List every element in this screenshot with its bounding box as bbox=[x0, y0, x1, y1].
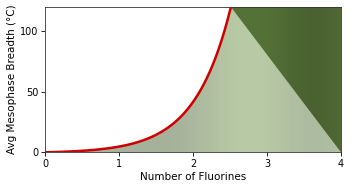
Polygon shape bbox=[108, 7, 112, 152]
Polygon shape bbox=[204, 7, 208, 152]
Polygon shape bbox=[319, 7, 323, 152]
Polygon shape bbox=[267, 7, 271, 152]
Polygon shape bbox=[130, 7, 134, 152]
Polygon shape bbox=[300, 7, 304, 152]
Polygon shape bbox=[171, 7, 174, 152]
Polygon shape bbox=[141, 7, 145, 152]
Polygon shape bbox=[285, 7, 289, 152]
Polygon shape bbox=[164, 7, 167, 152]
Polygon shape bbox=[234, 7, 237, 152]
Polygon shape bbox=[308, 7, 311, 152]
Polygon shape bbox=[260, 7, 263, 152]
Polygon shape bbox=[134, 7, 138, 152]
Polygon shape bbox=[93, 7, 97, 152]
Polygon shape bbox=[197, 7, 200, 152]
Polygon shape bbox=[156, 7, 160, 152]
Polygon shape bbox=[237, 7, 241, 152]
Polygon shape bbox=[186, 7, 189, 152]
Polygon shape bbox=[249, 7, 252, 152]
Polygon shape bbox=[86, 7, 90, 152]
Polygon shape bbox=[215, 7, 219, 152]
Polygon shape bbox=[167, 7, 171, 152]
Polygon shape bbox=[78, 7, 82, 152]
Polygon shape bbox=[115, 7, 119, 152]
Polygon shape bbox=[126, 7, 130, 152]
Polygon shape bbox=[271, 7, 274, 152]
Polygon shape bbox=[71, 7, 75, 152]
Polygon shape bbox=[223, 7, 226, 152]
Polygon shape bbox=[152, 7, 156, 152]
Polygon shape bbox=[263, 7, 267, 152]
Polygon shape bbox=[100, 7, 104, 152]
Polygon shape bbox=[123, 7, 126, 152]
Polygon shape bbox=[52, 7, 56, 152]
Polygon shape bbox=[178, 7, 182, 152]
Polygon shape bbox=[182, 7, 186, 152]
Polygon shape bbox=[104, 7, 108, 152]
Polygon shape bbox=[45, 7, 231, 152]
Polygon shape bbox=[219, 7, 223, 152]
Polygon shape bbox=[333, 7, 337, 152]
Polygon shape bbox=[282, 7, 285, 152]
Polygon shape bbox=[230, 7, 234, 152]
Polygon shape bbox=[330, 7, 333, 152]
Polygon shape bbox=[60, 7, 64, 152]
Polygon shape bbox=[56, 7, 60, 152]
Polygon shape bbox=[304, 7, 308, 152]
Polygon shape bbox=[75, 7, 78, 152]
Polygon shape bbox=[67, 7, 71, 152]
Polygon shape bbox=[160, 7, 164, 152]
Polygon shape bbox=[289, 7, 293, 152]
Polygon shape bbox=[326, 7, 330, 152]
Polygon shape bbox=[212, 7, 215, 152]
Polygon shape bbox=[252, 7, 256, 152]
Polygon shape bbox=[174, 7, 178, 152]
Polygon shape bbox=[189, 7, 193, 152]
Polygon shape bbox=[64, 7, 67, 152]
Polygon shape bbox=[112, 7, 115, 152]
Polygon shape bbox=[45, 7, 341, 152]
Polygon shape bbox=[193, 7, 197, 152]
Polygon shape bbox=[323, 7, 326, 152]
Polygon shape bbox=[337, 7, 341, 152]
X-axis label: Number of Fluorines: Number of Fluorines bbox=[140, 172, 246, 182]
Polygon shape bbox=[45, 7, 49, 152]
Polygon shape bbox=[49, 7, 52, 152]
Polygon shape bbox=[119, 7, 123, 152]
Polygon shape bbox=[293, 7, 297, 152]
Polygon shape bbox=[90, 7, 93, 152]
Polygon shape bbox=[274, 7, 278, 152]
Polygon shape bbox=[245, 7, 249, 152]
Polygon shape bbox=[315, 7, 319, 152]
Polygon shape bbox=[241, 7, 245, 152]
Y-axis label: Avg Mesophase Breadth (°C): Avg Mesophase Breadth (°C) bbox=[7, 5, 17, 154]
Polygon shape bbox=[200, 7, 204, 152]
Polygon shape bbox=[256, 7, 260, 152]
Polygon shape bbox=[82, 7, 86, 152]
Polygon shape bbox=[297, 7, 300, 152]
Polygon shape bbox=[138, 7, 141, 152]
Polygon shape bbox=[145, 7, 148, 152]
Polygon shape bbox=[148, 7, 152, 152]
Polygon shape bbox=[97, 7, 100, 152]
Polygon shape bbox=[208, 7, 212, 152]
Polygon shape bbox=[226, 7, 230, 152]
Polygon shape bbox=[278, 7, 282, 152]
Polygon shape bbox=[311, 7, 315, 152]
